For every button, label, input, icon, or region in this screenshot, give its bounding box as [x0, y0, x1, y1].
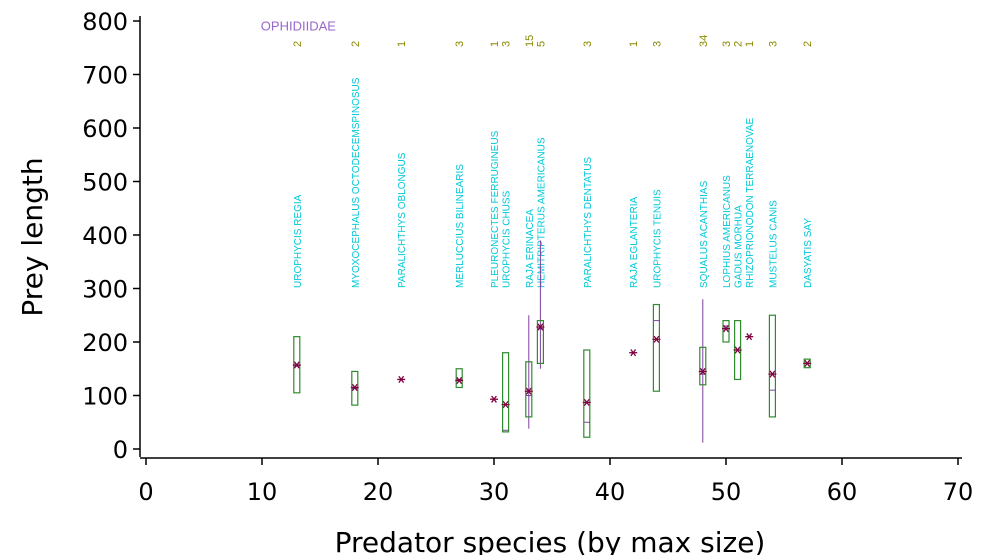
mean-marker: [456, 376, 463, 385]
species-label: RHIZOPRIONODON TERRAENOVAE: [745, 117, 756, 288]
species-labels: UROPHYCIS REGIA MYOXOCEPHALUS OCTODECEMSP…: [293, 77, 814, 288]
sample-count: 2: [350, 41, 362, 47]
x-tick-label: 50: [711, 478, 742, 506]
sample-count: 2: [292, 41, 304, 47]
mean-marker: [653, 335, 660, 343]
family-annotation: OPHIDIIDAE: [261, 18, 336, 33]
sample-count: 1: [744, 41, 756, 47]
iqr-box: [722, 320, 730, 343]
species-label: RAJA EGLANTERIA: [629, 197, 640, 288]
iqr-box: [525, 361, 533, 418]
mean-marker: [537, 323, 544, 331]
species-label: PARALICHTHYS DENTATUS: [583, 157, 594, 288]
mean-marker: [630, 349, 637, 357]
species-label: PLEURONECTES FERRUGINEUS: [490, 130, 501, 288]
sample-count: 1: [396, 41, 408, 47]
x-tick-label: 60: [827, 478, 858, 506]
iqr-box: [502, 352, 510, 433]
species-label: MERLUCCIUS BILINEARIS: [455, 164, 466, 288]
mean-marker: [746, 333, 753, 341]
y-tick-label: 100: [82, 383, 128, 411]
species-label: UROPHYCIS REGIA: [293, 194, 304, 288]
sample-count: 3: [651, 41, 663, 47]
species-label: LOPHIUS AMERICANUS: [722, 175, 733, 288]
mean-marker: [491, 395, 497, 403]
x-tick-label: 10: [247, 478, 278, 506]
mean-marker: [525, 387, 532, 395]
iqr-box: [699, 346, 707, 386]
y-tick-label: 500: [82, 169, 128, 197]
y-axis-title: Prey length: [16, 157, 49, 316]
species-label: HEMITRIPTERUS AMERICANUS: [536, 137, 547, 288]
sample-count: 1: [489, 41, 501, 47]
species-label: MUSTELUS CANIS: [768, 200, 779, 288]
species-label: DASYATIS SAY: [803, 218, 814, 288]
mean-marker: [502, 401, 509, 409]
data-marks: [292, 240, 812, 443]
mean-marker: [293, 361, 300, 369]
iqr-box: [583, 349, 591, 438]
mean-marker: [804, 359, 811, 367]
y-tick-label: 400: [82, 222, 128, 250]
sample-count: 34: [698, 35, 710, 47]
mean-marker: [583, 398, 590, 407]
sample-count: 3: [501, 41, 513, 47]
species-label: MYOXOCEPHALUS OCTODECEMSPINOSUS: [351, 77, 362, 288]
species-label: UROPHYCIS TENUIS: [652, 189, 663, 288]
species-label: RAJA ERINACEA: [525, 209, 536, 288]
sample-count: 3: [721, 41, 733, 47]
species-label: SQUALUS ACANTHIAS: [699, 180, 710, 288]
iqr-box: [768, 314, 777, 418]
sample-count: 1: [628, 41, 640, 47]
x-axis-title: Predator species (by max size): [335, 526, 766, 555]
species-label: GADUS MORHUA: [734, 205, 745, 288]
y-tick-label: 700: [82, 62, 128, 90]
mean-marker: [699, 367, 706, 376]
x-tick-label: 30: [479, 478, 510, 506]
iqr-box: [455, 368, 463, 389]
mean-marker: [769, 370, 776, 378]
sample-count: 3: [454, 41, 466, 47]
x-tick-label: 0: [138, 478, 153, 506]
y-tick-label: 600: [82, 115, 128, 143]
x-tick-label: 40: [595, 478, 626, 506]
y-tick-label: 0: [113, 436, 128, 464]
sample-count: 15: [524, 35, 536, 47]
sample-count: 3: [582, 41, 594, 47]
mean-marker: [398, 375, 405, 384]
sample-count: 3: [767, 41, 779, 47]
species-label: UROPHYCIS CHUSS: [502, 190, 513, 288]
mean-marker: [723, 325, 729, 333]
mean-marker: [734, 346, 741, 354]
iqr-box: [652, 303, 661, 392]
x-tick-label: 70: [943, 478, 974, 506]
x-tick-label: 20: [363, 478, 394, 506]
iqr-box: [536, 320, 545, 365]
axes: 0 100 200 300 400 500 600 700 800 0 10 20 30 40 50 60 70: [82, 8, 973, 506]
species-label: PARALICHTHYS OBLONGUS: [397, 152, 408, 288]
sample-count: 2: [733, 41, 745, 47]
y-tick-label: 300: [82, 276, 128, 304]
y-tick-label: 200: [82, 329, 128, 357]
y-tick-label: 800: [82, 8, 128, 36]
sample-counts: 2 2 1 3 1 3 15 5 3 1 3 34 3 2 1 3 2: [292, 35, 814, 47]
sample-count: 5: [535, 41, 547, 47]
mean-marker: [351, 383, 358, 392]
sample-count: 2: [802, 41, 814, 47]
